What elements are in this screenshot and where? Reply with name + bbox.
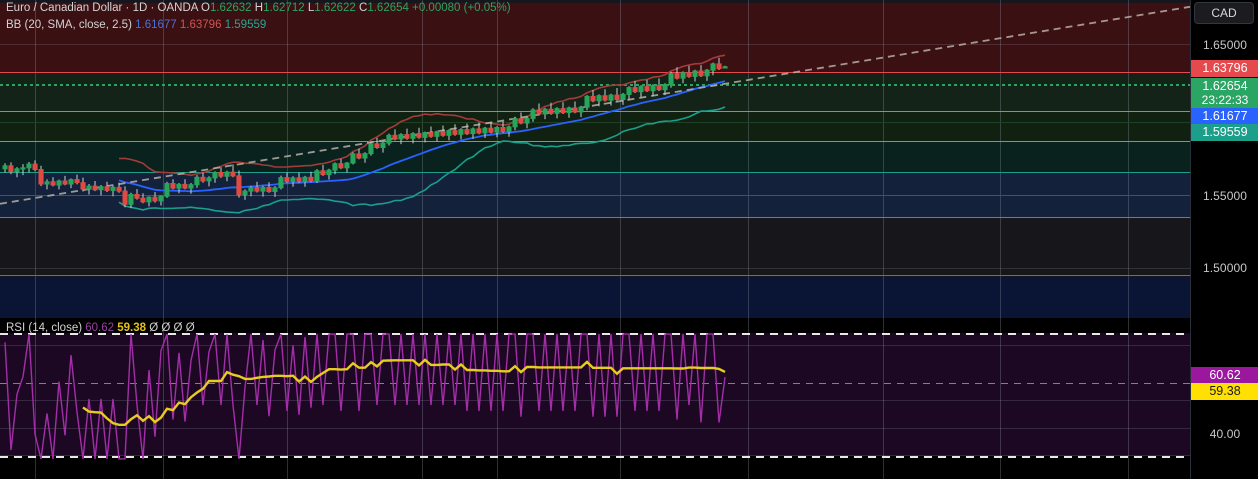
rsi-gridline-time-7	[748, 318, 749, 479]
ohlc-o-value: 1.62632	[209, 2, 252, 14]
level-line-green-1[interactable]	[0, 111, 1190, 112]
last-price-tag-value: 1.62654	[1202, 79, 1248, 93]
change-absolute: +0.00080	[412, 2, 461, 14]
ohlc-l-value: 1.62622	[314, 2, 356, 14]
symbol-legend[interactable]: Euro / Canadian Dollar · 1D · OANDA O1.6…	[6, 1, 511, 15]
level-line-gray[interactable]	[0, 195, 1190, 196]
zone-neutral-dark	[0, 218, 1190, 276]
zone-green-mid	[0, 112, 1190, 142]
rsi-gridline-time-2	[163, 318, 164, 479]
rsi-oversold-line[interactable]	[0, 456, 1190, 458]
gridline-price-165	[0, 44, 1190, 45]
axis-tick-165000: 1.65000	[1202, 38, 1248, 52]
rsi-ma-tag[interactable]: 59.38	[1191, 383, 1258, 400]
bb-upper-tag-value: 1.63796	[1202, 61, 1248, 75]
bb-lower-tag[interactable]: 1.59559	[1191, 124, 1258, 141]
ohlc-h-value: 1.62712	[263, 2, 305, 14]
bb-basis-tag[interactable]: 1.61677	[1191, 108, 1258, 125]
rsi-gridline-time-10	[1128, 318, 1129, 479]
gridline-time-8	[883, 0, 884, 318]
rsi-gridline-time-4	[422, 318, 423, 479]
last-price-tag[interactable]: 1.62654 23:22:33	[1191, 78, 1258, 109]
rsi-nil-2: Ø	[161, 322, 171, 334]
ohlc-o-label: O	[201, 2, 210, 14]
rsi-gridline-40	[0, 428, 1190, 429]
legend-separator-2: ·	[150, 2, 155, 14]
gridline-time-3	[287, 0, 288, 318]
level-line-gray-2[interactable]	[0, 275, 1190, 276]
price-series-svg	[0, 5, 1190, 214]
bb-lower-tag-value: 1.59559	[1202, 125, 1248, 139]
rsi-title[interactable]: RSI (14, close)	[6, 322, 83, 334]
interval-label[interactable]: 1D	[132, 2, 148, 14]
gridline-time-2	[163, 0, 164, 318]
price-plot-area[interactable]	[0, 0, 1190, 318]
rsi-gridline-50	[0, 400, 1190, 401]
gridline-time-6	[620, 0, 621, 318]
rsi-gridline-time-5	[497, 318, 498, 479]
rsi-gridline-time-6	[620, 318, 621, 479]
bb-lower-value: 1.59559	[224, 19, 267, 31]
zone-green-dark	[0, 142, 1190, 173]
exchange-label: OANDA	[157, 2, 198, 14]
rsi-nil-1: Ø	[149, 322, 159, 334]
rsi-legend[interactable]: RSI (14, close) 60.62 59.38 Ø Ø Ø Ø	[6, 321, 195, 335]
change-percent: (+0.05%)	[463, 2, 511, 14]
bb-basis-value: 1.61677	[135, 19, 177, 31]
gridline-time-5	[497, 0, 498, 318]
zone-navy-lower	[0, 277, 1190, 318]
rsi-value: 60.62	[85, 322, 115, 334]
ohlc-c-value: 1.62654	[367, 2, 409, 14]
gridline-time-4	[422, 0, 423, 318]
rsi-nil-3: Ø	[173, 322, 183, 334]
zone-overbought-red	[0, 3, 1190, 72]
rsi-gridline-time-8	[883, 318, 884, 479]
level-line-green-faint[interactable]	[0, 122, 1190, 123]
ohlc-h-label: H	[254, 2, 264, 14]
axis-tick-150000: 1.50000	[1202, 261, 1248, 275]
bollinger-bands-legend[interactable]: BB (20, SMA, close, 2.5) 1.61677 1.63796…	[6, 18, 266, 32]
gridline-price-150	[0, 268, 1190, 269]
rsi-series-svg	[4, 333, 726, 460]
gridline-time-7	[748, 0, 749, 318]
currency-toggle-button[interactable]: CAD	[1194, 2, 1254, 24]
level-line-green-dotted[interactable]	[0, 84, 1190, 86]
rsi-overbought-line[interactable]	[0, 333, 1190, 335]
gridline-time-9	[1000, 0, 1001, 318]
rsi-pane[interactable]: RSI (14, close) 60.62 59.38 Ø Ø Ø Ø	[0, 318, 1190, 479]
last-price-tag-countdown: 23:22:33	[1201, 93, 1249, 107]
rsi-nil-4: Ø	[185, 322, 195, 334]
rsi-gridline-time-9	[1000, 318, 1001, 479]
rsi-gridline-time-1	[35, 318, 36, 479]
bb-upper-value: 1.63796	[179, 19, 222, 31]
legend-separator-1: ·	[125, 2, 130, 14]
price-pane[interactable]: Euro / Canadian Dollar · 1D · OANDA O1.6…	[0, 0, 1190, 318]
gridline-time-1	[35, 0, 36, 318]
axis-tick-155000: 1.55000	[1202, 189, 1248, 203]
bb-basis-tag-value: 1.61677	[1202, 109, 1248, 123]
rsi-axis-tick-4000: 40.00	[1209, 427, 1241, 441]
ohlc-c-label: C	[359, 2, 368, 14]
level-line-resistance-red[interactable]	[0, 72, 1190, 73]
price-scale[interactable]: 1.65000 1.55000 1.50000 40.00 1.63796 1.6…	[1190, 0, 1258, 479]
rsi-gridline-70	[0, 345, 1190, 346]
bb-title[interactable]: BB (20, SMA, close, 2.5)	[6, 19, 132, 31]
level-line-blue[interactable]	[0, 217, 1190, 218]
gridline-time-10	[1128, 0, 1129, 318]
symbol-name[interactable]: Euro / Canadian Dollar	[6, 2, 123, 14]
bb-upper-tag[interactable]: 1.63796	[1191, 60, 1258, 77]
rsi-gridline-30	[0, 455, 1190, 456]
level-line-teal[interactable]	[0, 172, 1190, 173]
rsi-value-tag[interactable]: 60.62	[1191, 367, 1258, 384]
rsi-ma-value: 59.38	[117, 322, 147, 334]
ohlc-l-label: L	[307, 2, 315, 14]
